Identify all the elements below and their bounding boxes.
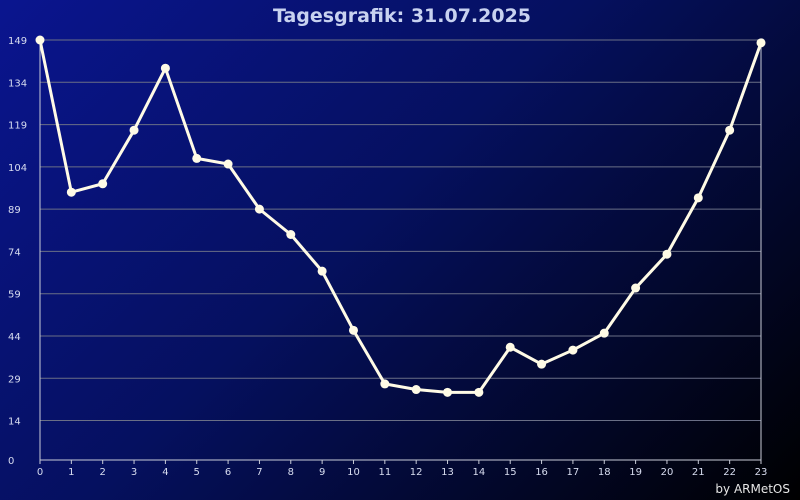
data-point [192, 153, 202, 163]
x-tick-label: 17 [567, 467, 580, 478]
data-point [66, 187, 76, 197]
x-tick-label: 11 [378, 467, 391, 478]
data-point [474, 387, 484, 397]
y-tick-label: 0 [8, 456, 14, 467]
data-point [725, 125, 735, 135]
x-tick-label: 5 [194, 467, 200, 478]
data-point [129, 125, 139, 135]
grid [40, 39, 761, 461]
data-point [35, 35, 45, 45]
y-tick-label: 74 [8, 247, 21, 258]
x-tick-label: 18 [598, 467, 611, 478]
x-tick-label: 0 [37, 467, 43, 478]
x-tick-label: 21 [692, 467, 705, 478]
x-tick-label: 15 [504, 467, 517, 478]
footer-credit: by ARMetOS [715, 482, 790, 496]
axes [39, 40, 762, 461]
series-group [35, 35, 766, 397]
data-point [631, 283, 641, 293]
y-tick-label: 29 [8, 374, 21, 385]
data-point [286, 229, 296, 239]
x-tick-label: 10 [347, 467, 360, 478]
x-tick-label: 9 [319, 467, 325, 478]
data-point [317, 266, 327, 276]
y-tick-label: 104 [8, 163, 27, 174]
x-tick-label: 20 [661, 467, 674, 478]
data-point [98, 179, 108, 189]
x-tick-label: 12 [410, 467, 423, 478]
series-line [38, 39, 763, 394]
x-tick-label: 2 [100, 467, 106, 478]
data-point [599, 328, 609, 338]
x-tick-label: 1 [68, 467, 74, 478]
x-tick-label: 13 [441, 467, 454, 478]
y-tick-label: 14 [8, 417, 21, 428]
data-point [662, 249, 672, 259]
y-tick-label: 59 [8, 290, 21, 301]
data-point [411, 385, 421, 395]
data-point [443, 387, 453, 397]
data-point [380, 379, 390, 389]
y-tick-label: 44 [8, 332, 21, 343]
data-point [756, 38, 766, 48]
data-point [348, 325, 358, 335]
x-tick-label: 22 [723, 467, 736, 478]
data-point [254, 204, 264, 214]
x-tick-label: 23 [755, 467, 768, 478]
y-tick-label: 134 [8, 78, 27, 89]
data-point [160, 63, 170, 73]
y-tick-label: 149 [8, 36, 27, 47]
data-point [568, 345, 578, 355]
x-axis-ticks: 0 1 2 3 4 5 6 7 8 9 10 11 12 13 14 15 16 17 18 19 20 21 22 23 [37, 460, 768, 478]
x-tick-label: 6 [225, 467, 231, 478]
y-tick-label: 119 [8, 121, 27, 132]
data-point [505, 342, 515, 352]
y-axis-ticks: 0 14 29 44 59 74 89 104 119 134 149 [8, 36, 27, 467]
data-point [693, 193, 703, 203]
chart-title: Tagesgrafik: 31.07.2025 [273, 5, 531, 27]
data-point [537, 359, 547, 369]
x-tick-label: 4 [162, 467, 168, 478]
x-tick-label: 3 [131, 467, 137, 478]
x-tick-label: 16 [535, 467, 548, 478]
data-point [223, 159, 233, 169]
x-tick-label: 19 [629, 467, 642, 478]
x-tick-label: 7 [256, 467, 262, 478]
x-tick-label: 8 [288, 467, 294, 478]
x-tick-label: 14 [473, 467, 486, 478]
y-tick-label: 89 [8, 205, 21, 216]
